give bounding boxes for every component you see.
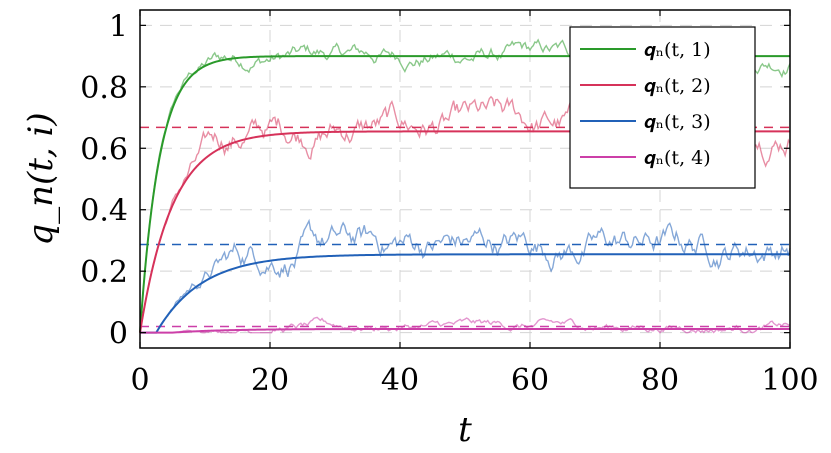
series-line-4	[140, 327, 790, 334]
legend-label-3: 𝒒ₙ(t, 3)	[644, 111, 711, 133]
y-tick-label: 0.6	[80, 132, 128, 167]
x-tick-label: 100	[761, 363, 818, 398]
axis-ticks: 0 20 40 60 80 100 0 0.2 0.4 0.6 0.8 1	[80, 9, 818, 398]
x-tick-label: 0	[130, 363, 149, 398]
y-tick-label: 0.4	[80, 194, 128, 229]
x-tick-label: 20	[251, 363, 289, 398]
limit-reference-lines	[140, 126, 790, 328]
y-axis-label-text: q_n(t, i)	[21, 112, 61, 245]
series-line-3	[140, 253, 790, 334]
y-axis-label: q_n(t, i)	[21, 112, 61, 245]
legend-label-4: 𝒒ₙ(t, 4)	[644, 147, 711, 169]
y-tick-label: 0	[109, 317, 128, 352]
legend: 𝒒ₙ(t, 1) 𝒒ₙ(t, 2) 𝒒ₙ(t, 3) 𝒒ₙ(t, 4)	[569, 26, 756, 189]
plot-frame	[139, 9, 791, 349]
x-axis-label: t	[458, 410, 472, 450]
legend-label-2: 𝒒ₙ(t, 2)	[644, 75, 711, 97]
y-tick-label: 0.2	[80, 255, 128, 290]
x-tick-label: 60	[511, 363, 549, 398]
noisy-line-series-3	[140, 218, 791, 334]
x-tick-label: 40	[381, 363, 419, 398]
grid	[139, 10, 791, 348]
legend-label-1: 𝒒ₙ(t, 1)	[644, 39, 711, 61]
y-tick-label: 1	[109, 9, 128, 44]
legend-box	[569, 26, 756, 189]
x-tick-label: 80	[641, 363, 679, 398]
y-tick-label: 0.8	[80, 71, 128, 106]
